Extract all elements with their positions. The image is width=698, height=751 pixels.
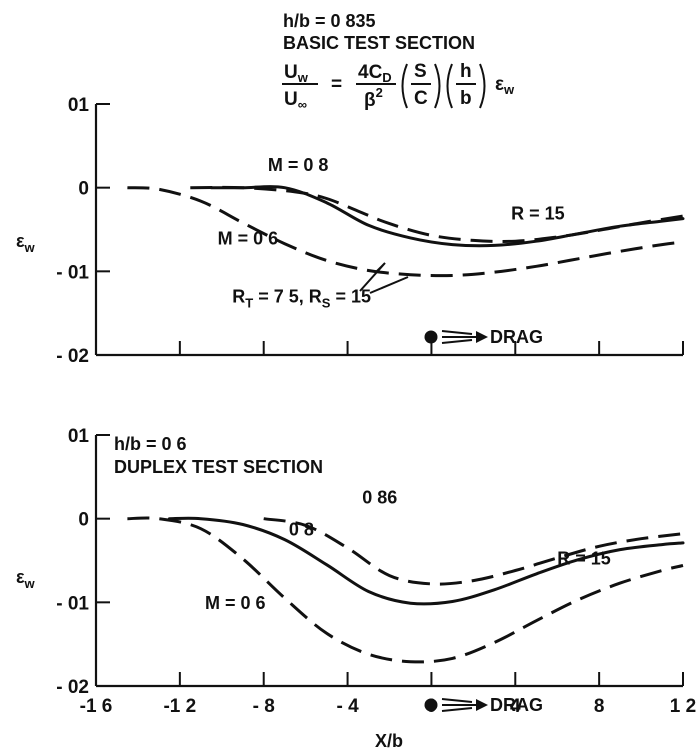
x-tick-label-0: -1 6: [80, 696, 113, 717]
eq-f2-den: b: [460, 88, 472, 109]
ann-rt-rest: = 7 5, R: [253, 286, 322, 306]
drag-arrowhead: [476, 331, 488, 343]
panel-title-line-2: DUPLEX TEST SECTION: [114, 457, 323, 477]
panel-title-line-1: h/b = 0 6: [114, 434, 187, 454]
eq-equals: =: [331, 74, 342, 95]
eq-lhs-num-sub: w: [297, 70, 309, 85]
y-tick-label-3: - 02: [56, 346, 89, 367]
annotation-m08: M = 0 8: [268, 155, 329, 175]
x-tick-label-5: 4: [510, 696, 521, 717]
eq-rhs-den-main: β: [364, 90, 376, 111]
eq-rhs-num: 4CD: [358, 62, 392, 85]
ann-rs-sub: S: [322, 295, 331, 310]
drag-lines: [441, 698, 478, 712]
paren-left-1: [401, 63, 408, 109]
x-tick-label-2: - 8: [253, 696, 275, 717]
y-tick-label-0: 01: [68, 95, 90, 116]
eq-rhs-num-sub: D: [382, 70, 391, 85]
series-line-0: [263, 517, 684, 586]
eq-rhs-num-main: 4C: [358, 62, 383, 83]
drag-label: DRAG: [490, 695, 543, 715]
drag-lines: [441, 330, 478, 344]
y-tick-labels: 01 0 - 01 - 02: [56, 95, 89, 367]
x-tick-labels: -1 6-1 2- 8- 40481 2: [80, 696, 697, 717]
y-axis-label: εw: [16, 567, 36, 591]
eq-lhs-den-main: U: [284, 89, 298, 110]
model-dot: [424, 698, 438, 712]
curves: [127, 516, 685, 664]
ann-rt-sub: T: [245, 295, 253, 310]
series-line-1: [209, 185, 685, 248]
panel-title-line-2: BASIC TEST SECTION: [283, 33, 475, 53]
annotation-rt-rs: RT = 7 5, RS = 15: [232, 286, 371, 310]
drag-marker: DRAG: [424, 695, 543, 715]
y-axis-label-main: ε: [16, 231, 25, 251]
series-line-2: [127, 186, 684, 278]
model-dot: [424, 330, 438, 344]
paren-right-1: [434, 63, 441, 109]
pointer-to-dashed: [369, 276, 409, 294]
eq-eps-sub: w: [503, 82, 515, 97]
pointer-to-solid: [359, 262, 386, 292]
x-tick-label-6: 8: [594, 696, 605, 717]
equation: Uw U∞ = 4CD β2 S C h b εw: [282, 61, 515, 112]
ann-rs-rest: = 15: [330, 286, 371, 306]
x-tick-label-7: 1 2: [670, 696, 696, 717]
eq-lhs-den: U∞: [284, 89, 307, 112]
y-axis-label-sub: w: [24, 240, 36, 255]
annotation-r15: R = 15: [511, 204, 565, 224]
drag-marker: DRAG: [424, 327, 543, 347]
y-tick-label-2: - 01: [56, 262, 89, 283]
paren-left-2: [446, 63, 453, 109]
eq-rhs-den-sup: 2: [376, 85, 383, 100]
series-line-1: [167, 516, 685, 606]
eq-lhs-num-main: U: [284, 62, 298, 83]
drag-label: DRAG: [490, 327, 543, 347]
series-line-2: [127, 516, 684, 664]
y-tick-label-2: - 01: [56, 593, 89, 614]
eq-lhs-num: Uw: [284, 62, 309, 85]
drag-arrowhead: [476, 699, 488, 711]
y-tick-label-0: 01: [68, 426, 90, 447]
x-tick-label-1: -1 2: [163, 696, 196, 717]
panel-duplex-test-section: h/b = 0 6 DUPLEX TEST SECTION εw 01 0 - 01…: [16, 426, 696, 751]
annotation-08: 0 8: [289, 519, 314, 539]
annotation-m06: M = 0 6: [218, 229, 279, 249]
y-axis-label-main: ε: [16, 567, 25, 587]
eq-rhs-den: β2: [364, 85, 383, 111]
y-tick-labels: 01 0 - 01 - 02: [56, 426, 89, 698]
y-tick-label-1: 0: [78, 510, 89, 531]
y-tick-label-1: 0: [78, 179, 89, 200]
eq-f1-num: S: [414, 61, 427, 82]
eq-f1-den: C: [414, 88, 428, 109]
x-axis-label: X/b: [375, 731, 403, 751]
eq-f2-num: h: [460, 61, 472, 82]
eq-eps-main: ε: [495, 74, 504, 95]
eq-lhs-den-sub: ∞: [298, 97, 307, 112]
curves: [127, 185, 685, 278]
y-axis-label-sub: w: [24, 576, 36, 591]
axes: [94, 103, 684, 357]
axes: [94, 434, 684, 688]
panel-title-line-1: h/b = 0 835: [283, 11, 376, 31]
x-tick-label-3: - 4: [336, 696, 359, 717]
paren-right-2: [479, 63, 486, 109]
annotation-m06: M = 0 6: [205, 593, 266, 613]
annotation-086: 0 86: [362, 488, 397, 508]
y-axis-label: εw: [16, 231, 36, 255]
y-tick-label-3: - 02: [56, 677, 89, 698]
panel-basic-test-section: h/b = 0 835 BASIC TEST SECTION Uw U∞ = 4…: [16, 11, 685, 367]
ann-rt-r: R: [232, 286, 245, 306]
eq-eps: εw: [495, 74, 515, 97]
annotation-r15: R = 15: [557, 549, 611, 569]
